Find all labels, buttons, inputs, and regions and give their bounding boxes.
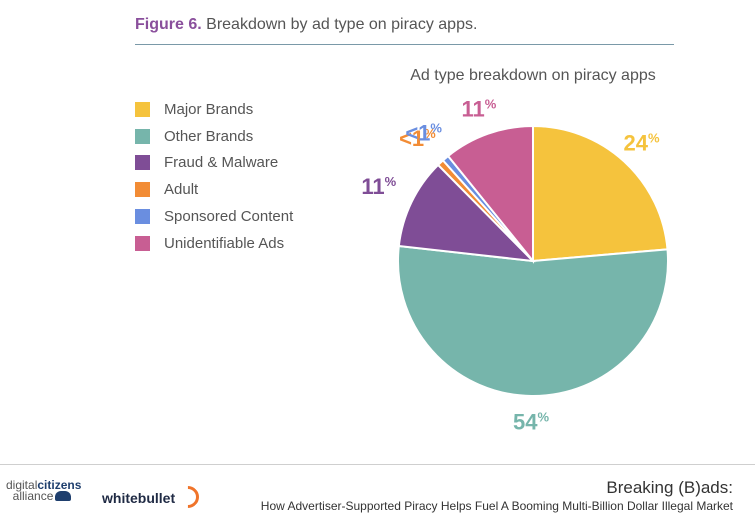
people-icon [55,491,72,501]
legend-swatch [135,128,150,144]
legend-item: Adult [135,176,293,203]
legend-item: Major Brands [135,96,293,123]
pie-slice [532,124,669,263]
pie-chart: Ad type breakdown on piracy apps 24% 54% 1… [361,67,669,435]
report-title: Breaking (B)ads: [606,478,733,497]
pie-data-labels: 24%54%11%<1%<1%11% [361,96,660,434]
pie-slice [397,163,536,263]
legend-item: Sponsored Content [135,203,293,230]
legend-swatch [135,101,150,117]
pie-data-label: <1% [399,126,436,151]
pie-data-label: 11% [462,96,497,121]
legend-label: Sponsored Content [164,208,294,226]
figure-caption-text: Breakdown by ad type on piracy apps. [206,16,478,33]
pie-data-label: <1% [405,120,442,145]
title-divider [135,44,674,45]
legend-label: Other Brands [164,127,254,145]
legend-label: Major Brands [164,100,254,118]
figure-number: Figure 6. [135,16,202,33]
legend-label: Adult [164,181,199,199]
legend-swatch [135,209,150,225]
legend-swatch [135,155,150,171]
legend-label: Unidentifiable Ads [164,234,285,252]
footer-divider [0,464,755,465]
pie-data-label: 54% [513,410,549,435]
swoosh-icon [172,481,204,513]
chart-title: Ad type breakdown on piracy apps [410,67,655,84]
pie-data-label: 11% [361,174,396,199]
digital-citizens-alliance-logo: digitalcitizens alliance [6,478,82,503]
report-subtitle: How Advertiser-Supported Piracy Helps Fu… [260,499,733,513]
figure-caption: Figure 6. Breakdown by ad type on piracy… [135,16,477,34]
pie-slice [397,244,669,397]
pie-slices [397,124,669,397]
pie-slice [446,124,534,264]
legend-item: Unidentifiable Ads [135,230,293,257]
whitebullet-logo: whitebullet [102,481,204,513]
legend-item: Fraud & Malware [135,150,293,177]
legend-item: Other Brands [135,123,293,150]
pie-data-label: 24% [624,131,660,156]
chart-legend: Major Brands Other Brands Fraud & Malware A… [135,96,293,257]
legend-swatch [135,182,150,198]
legend-label: Fraud & Malware [164,154,279,172]
legend-swatch [135,235,150,251]
